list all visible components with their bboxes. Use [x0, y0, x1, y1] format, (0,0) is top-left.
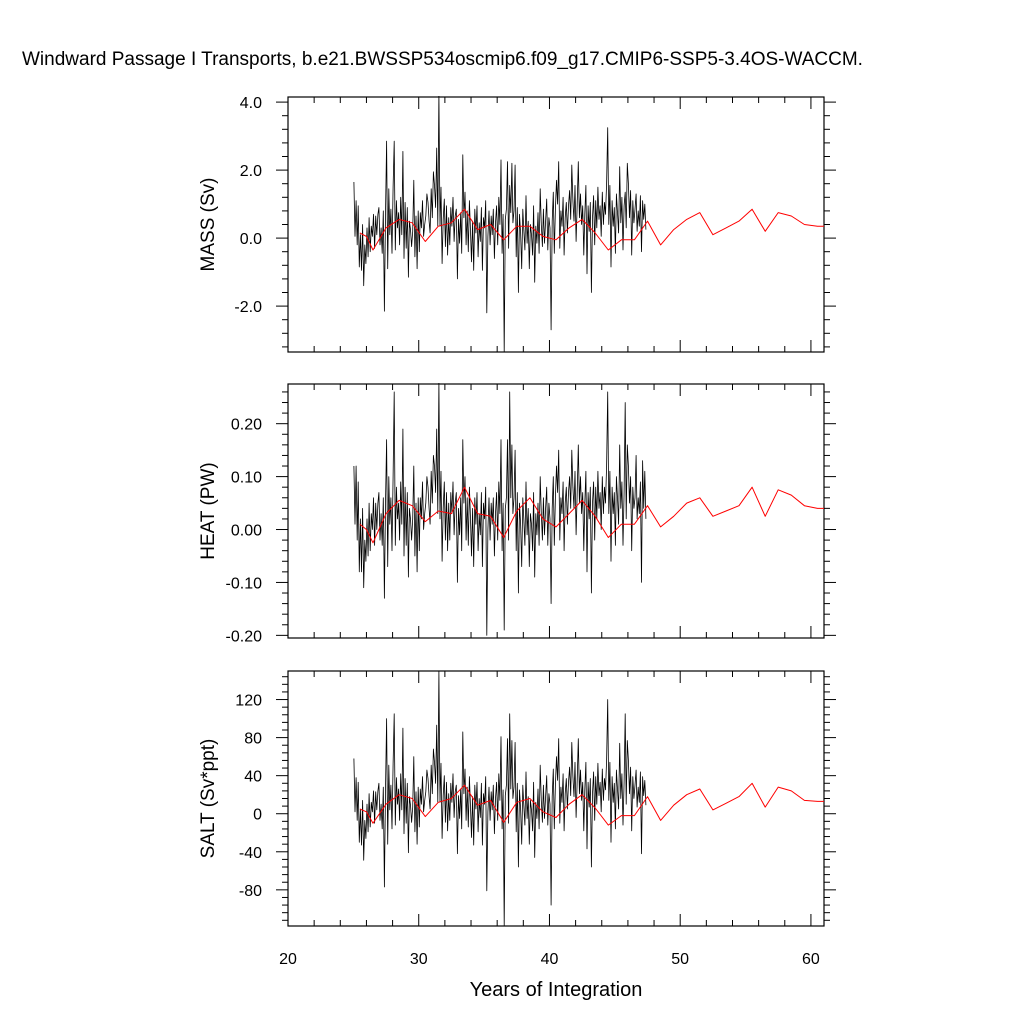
chart-title-text: Windward Passage I Transports, b.e21.BWS…: [22, 49, 863, 70]
x-tick-label: 30: [410, 951, 428, 968]
x-axis-label: Years of Integration: [470, 979, 643, 1001]
mass-panel: -2.0 0.0 2.0 4.0 MASS (Sv): [198, 95, 836, 353]
salt-y-tick-label: -40: [239, 845, 262, 862]
heat-y-tick-label: 0.20: [231, 417, 262, 434]
heat-y-axis-label: HEAT (PW): [198, 462, 219, 559]
mass-y-tick-label: 4.0: [240, 95, 262, 112]
mass-annual-mean-line: [359, 208, 824, 251]
salt-annual-mean-line: [359, 782, 824, 826]
mass-y-tick-label: 0.0: [240, 231, 262, 248]
salt-y-tick-label: 40: [244, 769, 262, 786]
mass-y-tick-label: 2.0: [240, 163, 262, 180]
heat-y-tick-label: -0.20: [226, 628, 263, 645]
heat-monthly-series-line: [353, 383, 647, 636]
x-tick-label: 60: [802, 951, 820, 968]
x-tick-label: 20: [279, 951, 297, 968]
mass-y-tick-label: -2.0: [234, 299, 262, 316]
salt-y-tick-label: -80: [239, 883, 262, 900]
heat-annual-mean-line: [359, 486, 824, 544]
heat-panel: -0.20 -0.10 0.00 0.10 0.20 HEAT (PW): [198, 383, 836, 645]
heat-y-tick-label: -0.10: [226, 575, 263, 592]
salt-y-tick-label: 120: [235, 693, 262, 710]
salt-y-tick-label: 0: [253, 807, 262, 824]
x-tick-label: 50: [671, 951, 689, 968]
mass-plot-frame: [287, 96, 825, 353]
mass-y-axis-label: MASS (Sv): [198, 178, 219, 272]
salt-plot-frame: [287, 670, 825, 927]
heat-plot-frame: [287, 383, 825, 639]
mass-monthly-series-line: [353, 96, 647, 353]
salt-y-tick-label: 80: [244, 731, 262, 748]
heat-y-tick-label: 0.10: [231, 470, 262, 487]
salt-y-axis-label: SALT (Sv*ppt): [198, 739, 219, 859]
salt-monthly-series-line: [353, 670, 647, 927]
chart-title: Windward Passage I Transports, b.e21.BWS…: [0, 48, 1024, 72]
x-tick-label: 40: [541, 951, 559, 968]
salt-panel: -80 -40 0 40 80 120 SALT (Sv*ppt) 20 30 40 50 60 Yea…: [198, 670, 836, 1001]
heat-y-tick-label: 0.00: [231, 523, 262, 540]
